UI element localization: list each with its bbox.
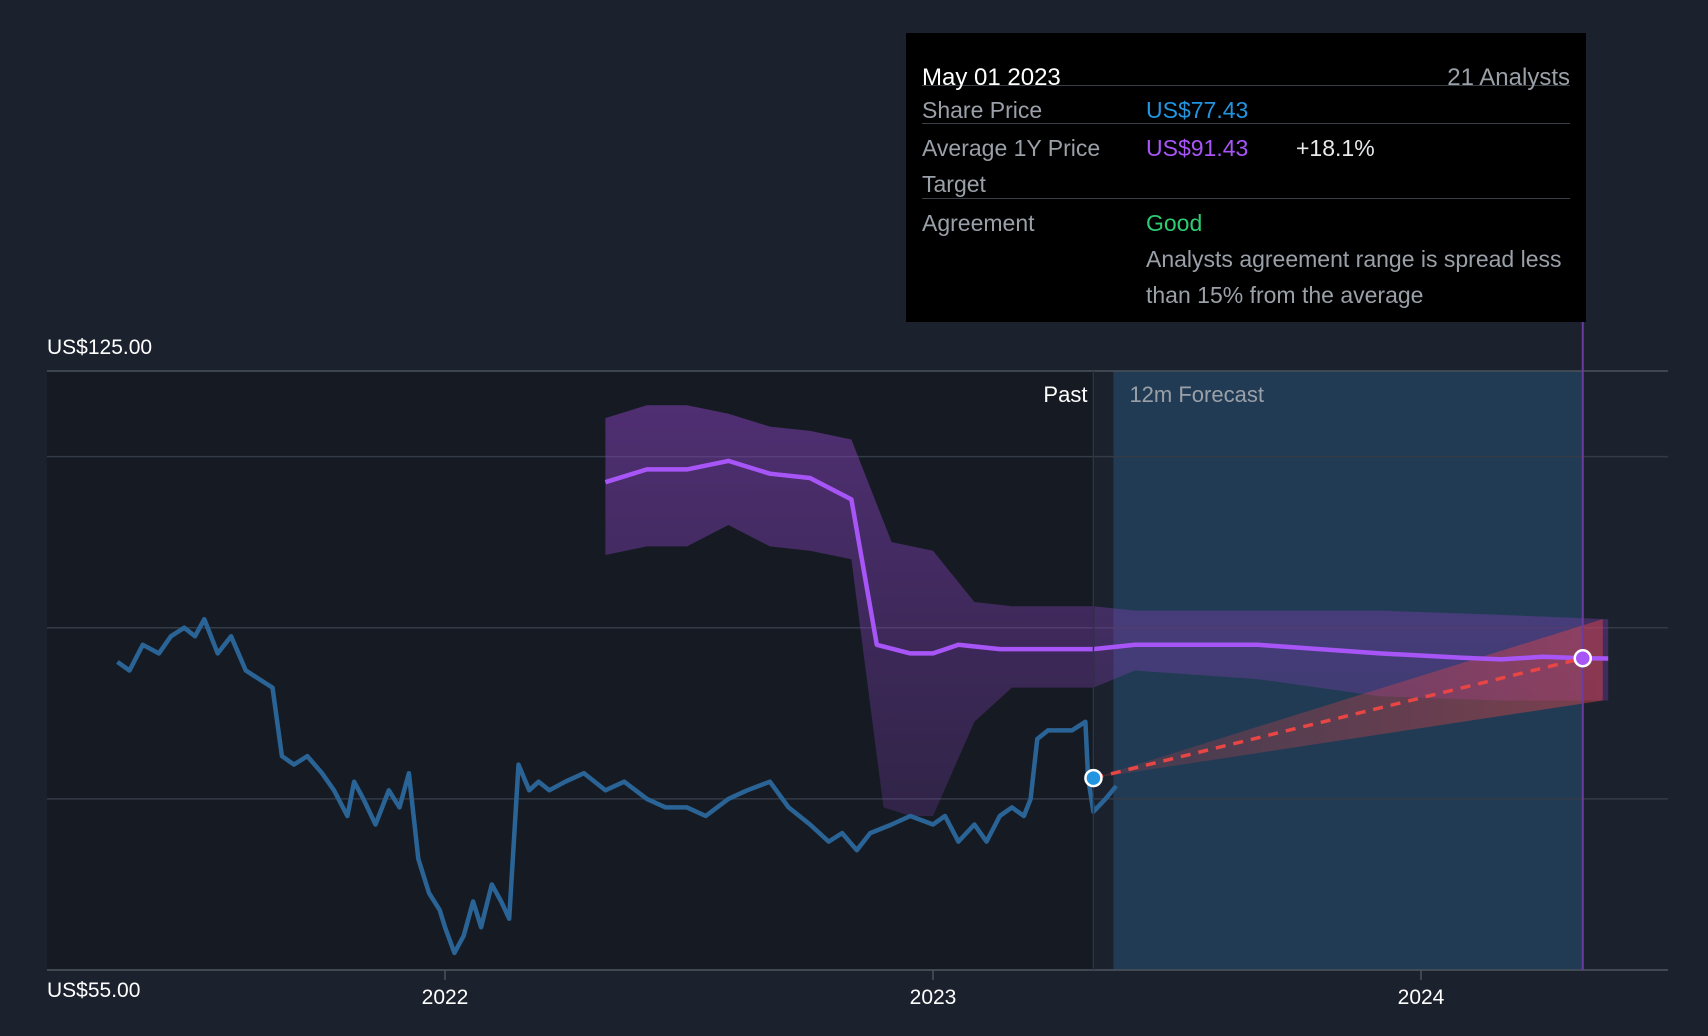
tooltip-date: May 01 2023 — [922, 64, 1061, 91]
agreement-value: Good — [1146, 210, 1203, 236]
target-value: US$91.43 — [1146, 135, 1249, 161]
forecast-label: 12m Forecast — [1129, 382, 1264, 407]
share-price-value: US$77.43 — [1146, 97, 1249, 123]
agreement-row: Agreement Good Analysts agreement range … — [922, 199, 1570, 319]
target-price-dot[interactable] — [1573, 649, 1593, 668]
x-axis: 2022 2023 2024 — [422, 970, 1445, 1009]
x-tick-label: 2022 — [422, 986, 469, 1009]
analyst-count: 21 Analysts — [1447, 64, 1570, 91]
y-axis-max-label: US$125.00 — [47, 336, 152, 359]
analyst-tooltip: May 01 2023 21 Analysts Share Price US$7… — [906, 33, 1586, 322]
forecast-line — [1093, 656, 1584, 780]
target-label: Average 1Y Price Target — [922, 135, 1101, 197]
y-axis-min-label: US$55.00 — [47, 979, 140, 1002]
forecast-cone — [1093, 619, 1603, 779]
share-price-line — [116, 616, 1118, 956]
price-target-line — [604, 458, 1609, 662]
agreement-description: Analysts agreement range is spread less … — [1146, 246, 1562, 308]
tooltip-header: May 01 2023 21 Analysts — [922, 47, 1570, 91]
agreement-label: Agreement — [922, 210, 1035, 236]
target-row: Average 1Y Price Target US$91.43 +18.1% — [922, 124, 1570, 199]
target-change: +18.1% — [1296, 135, 1375, 161]
share-price-label: Share Price — [922, 97, 1043, 123]
current-price-dot[interactable] — [1084, 768, 1103, 788]
past-label: Past — [1043, 382, 1087, 407]
target-range-band — [605, 405, 1609, 816]
x-tick-label: 2023 — [910, 986, 957, 1009]
x-tick-label: 2024 — [1398, 986, 1445, 1009]
share-price-row: Share Price US$77.43 — [922, 86, 1570, 124]
